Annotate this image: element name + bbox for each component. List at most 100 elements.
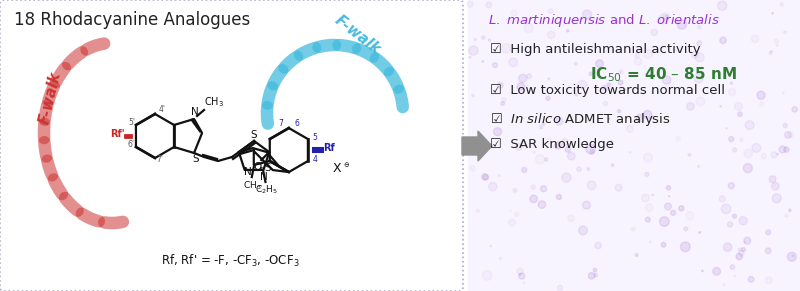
Circle shape — [568, 215, 574, 221]
Circle shape — [658, 14, 669, 24]
Circle shape — [696, 97, 705, 106]
Circle shape — [666, 186, 670, 190]
Circle shape — [784, 147, 789, 152]
Circle shape — [738, 112, 742, 116]
Text: S: S — [193, 154, 199, 164]
Circle shape — [787, 252, 796, 261]
Circle shape — [472, 94, 474, 97]
Circle shape — [698, 165, 700, 168]
Bar — [468, 0, 800, 291]
Text: ☑  $\it{In\ silico}$ ADMET analysis: ☑ $\it{In\ silico}$ ADMET analysis — [490, 111, 671, 128]
Circle shape — [650, 241, 651, 242]
Circle shape — [738, 248, 742, 251]
Circle shape — [482, 36, 485, 39]
Circle shape — [589, 72, 593, 75]
Circle shape — [494, 128, 502, 136]
Text: F-walk: F-walk — [332, 13, 384, 57]
Circle shape — [698, 232, 701, 233]
Text: Rf: Rf — [323, 143, 334, 153]
Circle shape — [757, 91, 765, 100]
Circle shape — [771, 182, 779, 190]
Circle shape — [530, 195, 538, 203]
Circle shape — [695, 53, 704, 62]
Text: CH$_3$: CH$_3$ — [204, 95, 224, 109]
Circle shape — [736, 253, 742, 260]
Circle shape — [626, 125, 634, 132]
Circle shape — [636, 114, 644, 122]
Circle shape — [493, 63, 498, 68]
Circle shape — [745, 120, 754, 129]
Circle shape — [744, 149, 753, 158]
Text: N: N — [259, 172, 267, 182]
Circle shape — [515, 143, 522, 150]
Text: 18 Rhodacyanine Analogues: 18 Rhodacyanine Analogues — [14, 11, 250, 29]
Circle shape — [644, 49, 653, 58]
Circle shape — [546, 96, 550, 100]
Circle shape — [631, 227, 635, 231]
Circle shape — [727, 222, 733, 227]
Circle shape — [524, 24, 534, 33]
Circle shape — [602, 85, 608, 91]
Circle shape — [720, 37, 726, 44]
Circle shape — [603, 101, 608, 106]
Circle shape — [616, 21, 619, 24]
Circle shape — [562, 173, 571, 182]
Circle shape — [545, 158, 548, 161]
Circle shape — [740, 138, 743, 141]
Circle shape — [793, 255, 794, 257]
Circle shape — [748, 276, 754, 282]
Text: Rf': Rf' — [110, 129, 125, 139]
Circle shape — [517, 268, 523, 274]
Circle shape — [499, 257, 502, 260]
Circle shape — [547, 31, 554, 39]
Text: 6: 6 — [294, 119, 299, 128]
Circle shape — [646, 217, 650, 222]
Circle shape — [762, 154, 766, 159]
Circle shape — [774, 39, 778, 43]
Circle shape — [770, 50, 772, 52]
Text: S: S — [264, 163, 271, 173]
FancyArrow shape — [462, 131, 492, 161]
Circle shape — [609, 118, 610, 119]
Circle shape — [659, 217, 670, 226]
Circle shape — [651, 29, 658, 36]
Circle shape — [634, 58, 642, 65]
Circle shape — [482, 61, 483, 62]
Circle shape — [669, 196, 670, 197]
Circle shape — [486, 2, 492, 8]
Circle shape — [565, 147, 570, 152]
Circle shape — [490, 246, 491, 247]
Circle shape — [691, 51, 698, 58]
Circle shape — [776, 45, 778, 46]
Circle shape — [772, 13, 774, 14]
Circle shape — [720, 105, 722, 107]
Circle shape — [769, 176, 776, 183]
Circle shape — [733, 148, 737, 152]
Circle shape — [562, 138, 568, 145]
Circle shape — [518, 273, 525, 279]
Circle shape — [723, 243, 732, 251]
Circle shape — [590, 150, 594, 154]
Circle shape — [518, 74, 527, 82]
Circle shape — [542, 123, 545, 125]
Circle shape — [766, 230, 770, 235]
Circle shape — [501, 102, 505, 105]
Circle shape — [526, 74, 531, 79]
Circle shape — [766, 248, 771, 254]
Circle shape — [702, 270, 703, 272]
Text: $\it{L.\ martiniquensis}$$\rm{\ and\ }$$\it{L.\ orientalis}$: $\it{L.\ martiniquensis}$$\rm{\ and\ }$$… — [488, 12, 720, 29]
Circle shape — [587, 168, 590, 170]
Circle shape — [567, 152, 575, 160]
Circle shape — [555, 118, 563, 125]
Text: C$_2$H$_5$: C$_2$H$_5$ — [255, 184, 278, 196]
Circle shape — [678, 20, 686, 29]
Circle shape — [513, 189, 517, 192]
Circle shape — [751, 35, 758, 42]
Text: Rf, Rf' = -F, -CF$_3$, -OCF$_3$: Rf, Rf' = -F, -CF$_3$, -OCF$_3$ — [161, 253, 299, 269]
Circle shape — [618, 109, 621, 113]
Circle shape — [681, 242, 690, 252]
Circle shape — [587, 181, 596, 190]
Text: 5: 5 — [313, 133, 318, 142]
Text: ☑  High antileishmanial activity: ☑ High antileishmanial activity — [490, 43, 701, 56]
Text: X: X — [333, 162, 342, 175]
